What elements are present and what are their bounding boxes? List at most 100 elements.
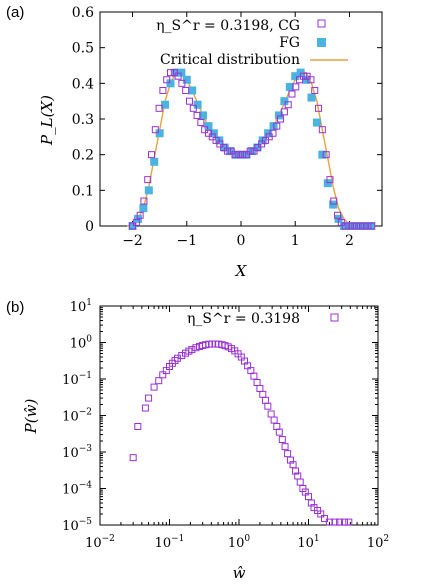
cg-point <box>132 218 140 226</box>
y-tick-label: 0.3 <box>72 112 94 128</box>
panel-b-frame <box>99 305 379 526</box>
panel-a-data <box>126 68 376 230</box>
fg-point <box>161 100 170 109</box>
fg-point <box>318 150 327 159</box>
cg-point <box>204 129 212 137</box>
panel-a-y-ticks: 0 0.1 0.2 0.3 0.4 0.5 0.6 <box>72 5 382 235</box>
fg-point <box>177 68 186 77</box>
tick-label: 10−2 <box>85 534 115 551</box>
cg-point <box>299 72 307 80</box>
cg-point <box>197 119 205 127</box>
cg-point <box>231 151 239 159</box>
cg-point <box>239 151 247 159</box>
pw-point <box>296 478 304 486</box>
panel-a-x-label: X <box>235 262 248 280</box>
cg-point <box>159 86 167 94</box>
fg-point <box>264 129 273 138</box>
tick-label: 10−2 <box>62 408 92 425</box>
cg-point <box>144 176 152 184</box>
cg-point <box>208 133 216 141</box>
pw-point <box>275 428 283 436</box>
cg-point <box>223 147 231 155</box>
panel-b-data <box>129 340 353 526</box>
fg-point <box>312 118 321 127</box>
cg-point <box>212 136 220 144</box>
pw-point <box>317 510 325 518</box>
tick-label: 101 <box>297 534 319 551</box>
panel-a: (a) 0 0.1 0.2 0.3 0.4 0.5 0.6 −2 −1 0 1 2 X P_L(X)… <box>6 4 383 280</box>
fg-point <box>128 222 137 230</box>
pw-point <box>299 485 307 492</box>
fg-point <box>307 93 316 102</box>
y-tick-label: 0.4 <box>72 76 94 92</box>
cg-point <box>280 108 288 116</box>
cg-point <box>261 136 269 144</box>
pw-point <box>159 371 167 379</box>
cg-point <box>292 83 300 91</box>
fg-point <box>199 111 208 120</box>
cg-point <box>303 72 311 80</box>
fg-point <box>204 122 213 131</box>
pw-point <box>141 404 149 412</box>
cg-point <box>273 122 281 130</box>
fg-point <box>220 143 229 152</box>
cg-point <box>151 126 159 134</box>
pw-point <box>134 422 142 430</box>
pw-point <box>256 384 264 392</box>
panel-a-x-ticks: −2 −1 0 1 2 <box>122 12 354 249</box>
cg-point <box>284 101 292 109</box>
cg-point <box>201 126 209 134</box>
pw-point <box>273 422 281 430</box>
cg-point <box>220 144 228 152</box>
cg-point <box>345 222 353 230</box>
pw-point <box>284 450 292 458</box>
fg-point <box>361 222 370 230</box>
cg-point <box>148 151 156 159</box>
fg-point <box>171 68 180 77</box>
cg-point <box>368 222 376 230</box>
fg-point <box>150 157 159 166</box>
pw-point <box>171 357 179 365</box>
y-tick-label: 0.2 <box>72 148 94 164</box>
tick-label: 101 <box>70 298 92 315</box>
cg-point <box>288 90 296 98</box>
cg-point <box>315 104 323 112</box>
cg-point <box>129 222 137 230</box>
cg-point <box>170 69 178 77</box>
cg-point <box>163 76 171 84</box>
fg-point <box>296 68 305 77</box>
legend-marker-fg <box>317 38 326 47</box>
pw-point <box>321 515 329 523</box>
critical-distribution-line <box>126 71 356 227</box>
pw-point <box>259 390 267 398</box>
x-tick-label: −2 <box>122 233 143 249</box>
legend-marker-b <box>330 313 339 322</box>
cg-point <box>167 69 174 77</box>
fg-point <box>144 186 153 195</box>
panel-a-legend: η_S^r = 0.3198, CG FG Critical distribut… <box>156 18 348 68</box>
pw-point <box>264 402 272 410</box>
cg-point <box>349 222 357 230</box>
cg-point <box>174 72 182 80</box>
cg-point <box>334 211 342 219</box>
legend-entry-critical: Critical distribution <box>160 52 300 68</box>
x-tick-label: 0 <box>237 233 246 249</box>
pw-point <box>155 377 163 385</box>
cg-point <box>360 222 368 230</box>
fg-point <box>247 147 256 156</box>
fg-point <box>280 97 289 106</box>
cg-point <box>258 140 266 148</box>
fg-point <box>166 79 175 88</box>
fg-point <box>155 129 164 138</box>
cg-point <box>227 147 235 155</box>
cg-point <box>235 151 243 159</box>
y-tick-label: 0.6 <box>72 5 94 21</box>
pw-point <box>345 518 353 526</box>
pw-point <box>336 518 344 526</box>
cg-point <box>277 115 285 123</box>
x-tick-label: 1 <box>291 233 300 249</box>
panel-a-y-label: P_L(X) <box>38 95 56 146</box>
fg-point <box>334 214 343 223</box>
cg-point <box>254 144 262 152</box>
pw-point <box>188 346 196 354</box>
